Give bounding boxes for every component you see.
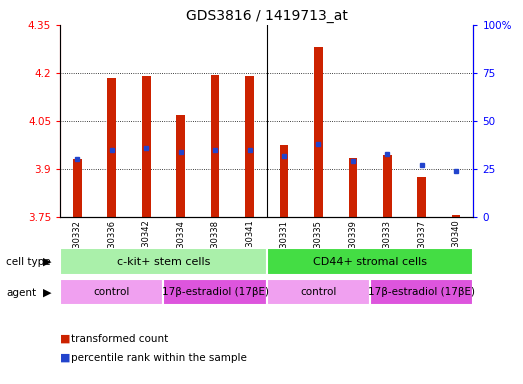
Text: CD44+ stromal cells: CD44+ stromal cells (313, 257, 427, 266)
Bar (383, 155, 392, 217)
Bar (267, 279, 370, 305)
Bar (370, 279, 473, 305)
Bar (60, 279, 163, 305)
Bar (142, 76, 151, 217)
Bar (314, 47, 323, 217)
Text: cell type: cell type (6, 257, 51, 267)
Bar (245, 76, 254, 217)
Bar (452, 215, 460, 217)
Bar (108, 78, 116, 217)
Bar (176, 114, 185, 217)
Text: control: control (94, 287, 130, 297)
Bar (280, 145, 288, 217)
Text: control: control (300, 287, 337, 297)
Text: ■: ■ (60, 334, 71, 344)
Bar (73, 159, 82, 217)
Bar (348, 158, 357, 217)
Text: percentile rank within the sample: percentile rank within the sample (71, 353, 246, 363)
Bar (163, 279, 267, 305)
Text: 17β-estradiol (17βE): 17β-estradiol (17βE) (162, 287, 269, 297)
Bar (211, 74, 219, 217)
Text: transformed count: transformed count (71, 334, 168, 344)
Text: ■: ■ (60, 353, 71, 363)
Bar (60, 248, 267, 275)
Text: 17β-estradiol (17βE): 17β-estradiol (17βE) (368, 287, 475, 297)
Bar (417, 177, 426, 217)
Text: ▶: ▶ (43, 288, 52, 298)
Title: GDS3816 / 1419713_at: GDS3816 / 1419713_at (186, 8, 348, 23)
Text: agent: agent (6, 288, 37, 298)
Text: c-kit+ stem cells: c-kit+ stem cells (117, 257, 210, 266)
Bar (267, 248, 473, 275)
Text: ▶: ▶ (43, 257, 52, 267)
